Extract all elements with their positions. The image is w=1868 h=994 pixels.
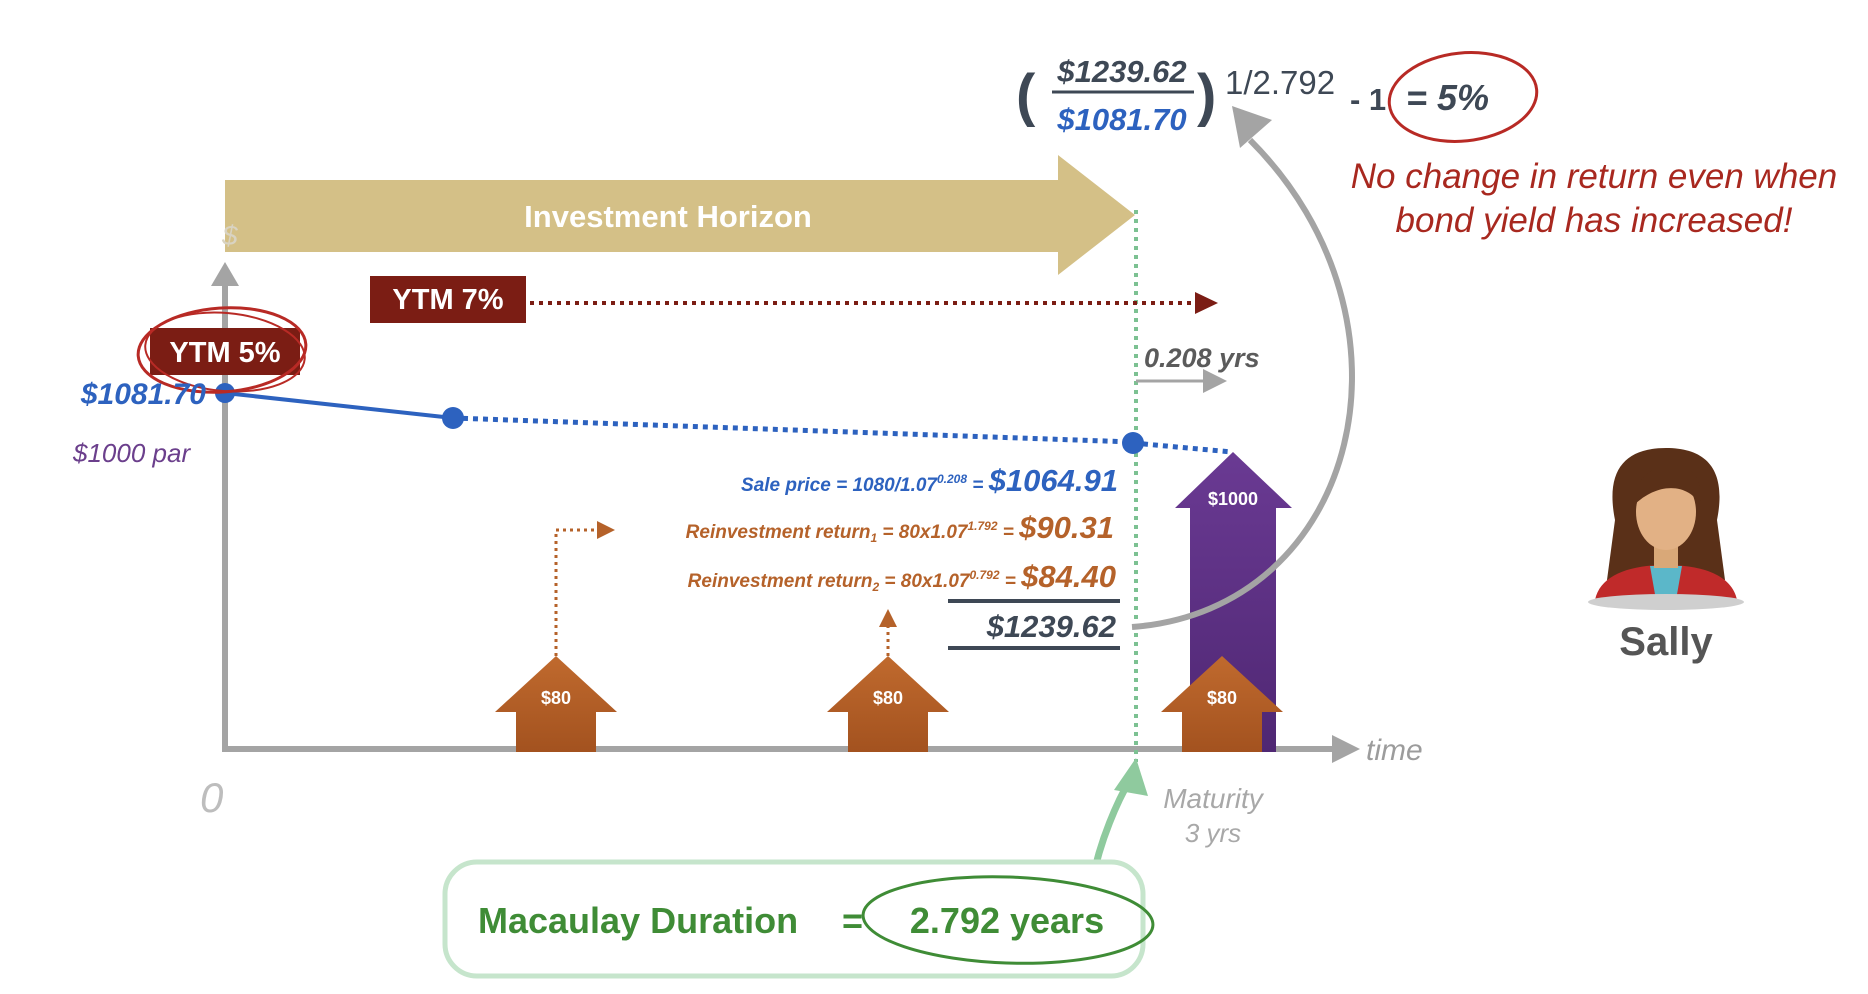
formula-numerator: $1239.62 <box>1056 54 1186 89</box>
duration-value-circle <box>861 875 1155 965</box>
coupon-label-1: $80 <box>541 688 571 708</box>
gap-label: 0.208 yrs <box>1144 343 1260 373</box>
note-line-2: bond yield has increased! <box>1396 201 1793 240</box>
formula-denominator: $1081.70 <box>1056 102 1186 137</box>
ytm-initial-badge <box>150 328 300 375</box>
ytm-new-label: YTM 7% <box>392 284 503 316</box>
sale-price-value: $1064.91 <box>988 463 1118 498</box>
reinvest2-value: $84.40 <box>1020 559 1116 594</box>
price-point-sale <box>1122 432 1144 454</box>
price-path-dotted-end <box>1132 440 1233 455</box>
total-value: $1239.62 <box>986 609 1116 644</box>
principal-label: $1000 <box>1208 489 1258 509</box>
reinvest2-sub: 2 <box>871 580 879 594</box>
ytm-new-badge <box>370 276 526 323</box>
formula-minus-one: - 1 <box>1350 82 1386 117</box>
x-axis-label: time <box>1366 734 1423 767</box>
reinvest2-exp: 0.792 <box>969 568 999 582</box>
price-path-dotted <box>452 415 1134 445</box>
return-curve-arrow <box>1131 137 1355 630</box>
investment-horizon-arrow <box>225 155 1135 275</box>
note-line-1: No change in return even when <box>1351 157 1837 196</box>
avatar <box>1588 448 1744 610</box>
ytm-initial-circle-stroke2 <box>144 311 306 393</box>
sale-price-prefix: Sale price = 1080/1.07 <box>741 475 938 496</box>
price-path-solid <box>224 391 454 420</box>
duration-label: Macaulay Duration <box>478 900 798 941</box>
return-curve-arrowhead <box>1232 106 1272 148</box>
investment-horizon-label: Investment Horizon <box>524 199 812 234</box>
ytm-initial-label: YTM 5% <box>169 337 280 369</box>
duration-pointer-arrowhead <box>1114 758 1148 796</box>
ytm-new-arrowhead <box>1195 292 1218 314</box>
reinvest2-mid: = 80x1.07 <box>879 571 971 592</box>
reinvest2-equals: = <box>1000 571 1022 592</box>
maturity-years-label: 3 yrs <box>1185 818 1241 848</box>
reinvest1-connector <box>554 521 615 656</box>
x-axis-arrowhead <box>1332 735 1360 763</box>
sale-price-equals: = <box>967 475 989 496</box>
investor-name: Sally <box>1619 620 1713 664</box>
y-axis-arrowhead <box>211 262 239 286</box>
initial-price-label: $1081.70 <box>80 378 206 411</box>
reinvest1-equals: = <box>998 522 1020 543</box>
origin-label: 0 <box>200 774 224 821</box>
duration-value: 2.792 years <box>910 900 1104 941</box>
reinvest1-line: Reinvestment return1 = 80x1.071.792 = $9… <box>686 510 1114 545</box>
sale-price-exp: 0.208 <box>937 472 967 486</box>
reinvest1-mid: = 80x1.07 <box>877 522 969 543</box>
price-point-rate-change <box>442 407 464 429</box>
reinvest1-exp: 1.792 <box>967 519 997 533</box>
coupon-arrow-3: $80 <box>1161 656 1283 752</box>
formula-result-circle <box>1387 51 1539 143</box>
formula-result: = 5% <box>1406 77 1489 118</box>
maturity-label: Maturity <box>1163 783 1265 814</box>
sale-price-line: Sale price = 1080/1.070.208 = $1064.91 <box>741 463 1118 498</box>
coupon-label-3: $80 <box>1207 688 1237 708</box>
duration-equals: = <box>842 900 863 941</box>
coupon-arrow-1: $80 <box>495 656 617 752</box>
y-axis-label: $ <box>221 220 238 251</box>
coupon-label-2: $80 <box>873 688 903 708</box>
coupon-arrow-2: $80 <box>827 656 949 752</box>
reinvest1-sub: 1 <box>870 531 877 545</box>
reinvest1-prefix: Reinvestment return <box>686 522 871 543</box>
reinvest1-value: $90.31 <box>1018 510 1114 545</box>
formula-exponent: 1/2.792 <box>1225 64 1335 101</box>
duration-box <box>442 859 1146 979</box>
reinvest2-prefix: Reinvestment return <box>688 571 873 592</box>
formula-open-paren: ( <box>1016 63 1036 128</box>
reinvest2-line: Reinvestment return2 = 80x1.070.792 = $8… <box>688 559 1116 594</box>
formula-close-paren: ) <box>1197 63 1216 128</box>
par-label: $1000 par <box>72 438 191 468</box>
